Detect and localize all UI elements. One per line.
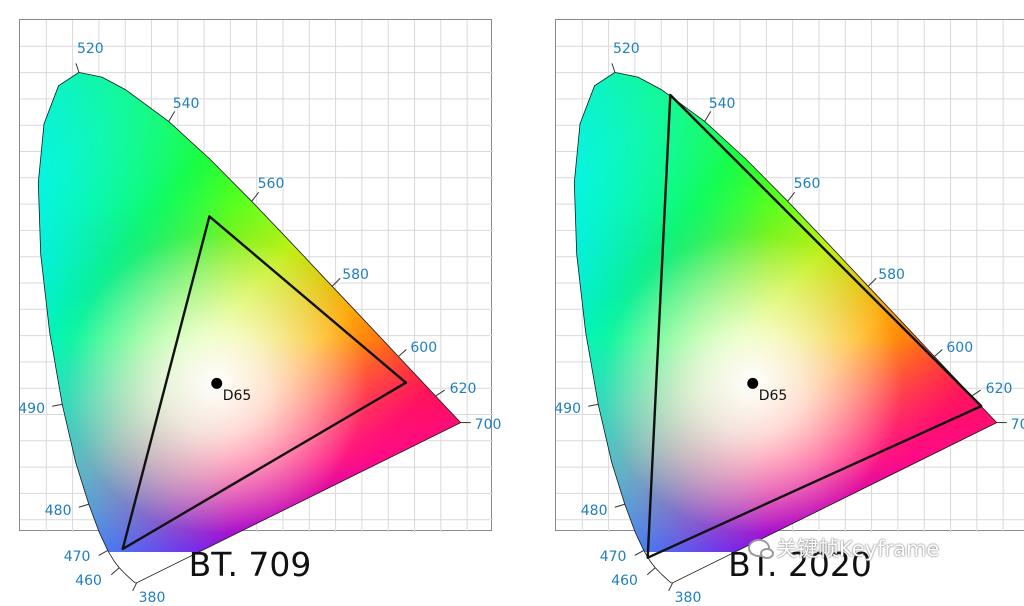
watermark-text: 关键帧Keyframe [776, 537, 940, 561]
wavelength-label-460: 460 [611, 572, 638, 589]
wavelength-label-600: 600 [946, 339, 974, 356]
wavelength-label-560: 560 [793, 176, 821, 193]
wavelength-tick [78, 503, 89, 508]
gamut-triangle [121, 215, 408, 551]
wavelength-tick [52, 403, 63, 407]
wavelength-label-560: 560 [257, 176, 285, 193]
wavelength-label-700: 700 [1010, 416, 1024, 433]
cie-diagram-bt2020: 520 540 560 580 600 620 700 490 480 470 460 380 D65 [554, 19, 1024, 605]
wavelength-label-490: 490 [554, 401, 581, 418]
wavelength-tick [132, 582, 138, 592]
wavelength-label-580: 580 [342, 267, 369, 284]
wavelength-label-380: 380 [674, 589, 702, 606]
wavelength-label-540: 540 [172, 96, 200, 113]
wavelength-tick [867, 277, 877, 287]
gamut-triangle [646, 93, 983, 559]
wavelength-tick [614, 503, 625, 508]
wavelength-tick [98, 549, 108, 556]
wavelength-tick [668, 582, 674, 592]
chromaticity-plot [20, 20, 493, 592]
wavelength-label-700: 700 [474, 416, 502, 433]
wavelength-label-520: 520 [612, 41, 640, 58]
wavelength-tick [971, 389, 981, 397]
wavelength-tick [934, 349, 943, 357]
wavelength-tick [646, 567, 656, 576]
wavelength-tick [588, 403, 599, 407]
wavelength-label-480: 480 [580, 503, 608, 520]
whitepoint-marker [747, 377, 759, 389]
wavelength-tick [787, 192, 796, 202]
wavelength-tick [634, 549, 644, 556]
wavelength-label-460: 460 [75, 572, 102, 589]
wavelength-label-620: 620 [985, 381, 1013, 398]
whitepoint-label: D65 [758, 388, 788, 405]
wavelength-label-620: 620 [449, 381, 477, 398]
wavelength-tick [75, 63, 80, 73]
wavelength-label-490: 490 [18, 401, 45, 418]
cie-diagram-bt709: 520 540 560 580 600 620 700 490 480 470 460 380 D65 [18, 19, 501, 605]
wavelength-tick [704, 111, 712, 122]
wavelength-tick [168, 111, 176, 122]
wavelength-label-520: 520 [76, 41, 104, 58]
wavelength-label-470: 470 [63, 549, 91, 566]
wavelength-label-480: 480 [44, 503, 72, 520]
wavelength-tick [251, 192, 260, 202]
wavelength-label-540: 540 [708, 96, 736, 113]
chromaticity-plot [556, 20, 1024, 592]
spectral-locus [573, 71, 998, 584]
wavelength-tick [110, 567, 120, 576]
wavelength-label-470: 470 [599, 549, 627, 566]
wavelength-tick [435, 389, 445, 397]
wavelength-tick [331, 277, 341, 287]
caption-bt709: BT. 709 [188, 545, 312, 584]
wavelength-tick [611, 63, 616, 73]
color-gamut-fill [574, 72, 997, 552]
watermark: 关键帧Keyframe [748, 533, 939, 563]
whitepoint-label: D65 [222, 388, 252, 405]
wechat-icon [748, 539, 774, 559]
wavelength-label-580: 580 [878, 267, 905, 284]
wavelength-label-600: 600 [410, 339, 438, 356]
wavelength-tick [398, 349, 407, 357]
whitepoint-marker [211, 377, 223, 389]
wavelength-label-380: 380 [138, 589, 166, 606]
spectral-locus [37, 71, 462, 584]
